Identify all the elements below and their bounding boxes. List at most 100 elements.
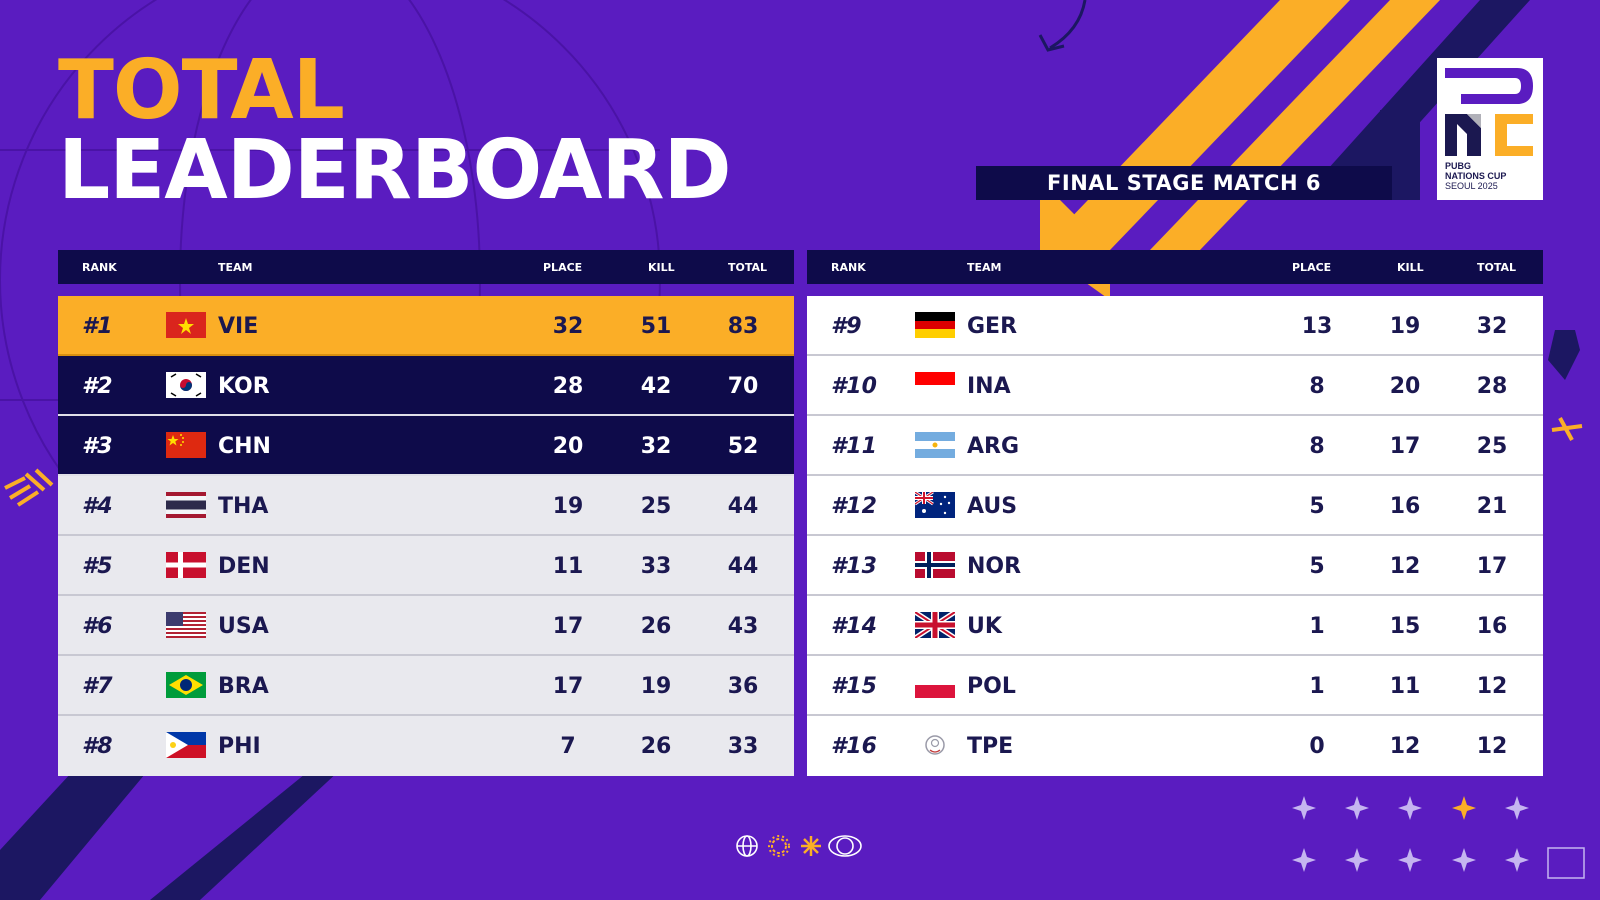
kill-cell: 26 bbox=[640, 734, 672, 759]
rank-cell: #4 bbox=[82, 494, 113, 519]
table-row: #15 POL 1 11 12 bbox=[807, 656, 1543, 716]
globe-icon bbox=[736, 835, 758, 857]
table-row: #11 ARG 8 17 25 bbox=[807, 416, 1543, 476]
orb-icon bbox=[828, 835, 862, 857]
table-rows-right: #9 GER 13 19 32 #10 INA 8 20 28 #11 ARG … bbox=[807, 296, 1543, 776]
kill-cell: 51 bbox=[640, 314, 672, 339]
rank-cell: #11 bbox=[831, 434, 877, 459]
usa-flag-icon bbox=[166, 612, 206, 638]
kill-cell: 12 bbox=[1389, 554, 1421, 579]
place-cell: 0 bbox=[1309, 734, 1325, 759]
table-header: RANK TEAM PLACE KILL TOTAL bbox=[807, 250, 1543, 284]
australia-flag-icon bbox=[915, 492, 955, 518]
table-header: RANK TEAM PLACE KILL TOTAL bbox=[58, 250, 794, 284]
logo-line3: SEOUL 2025 bbox=[1445, 181, 1498, 191]
place-cell: 13 bbox=[1301, 314, 1333, 339]
header-team: TEAM bbox=[218, 261, 253, 274]
kill-cell: 17 bbox=[1389, 434, 1421, 459]
kill-cell: 12 bbox=[1389, 734, 1421, 759]
table-rows-left: #1 VIE 32 51 83 #2 KOR 28 42 70 #3 CHN 2… bbox=[58, 296, 794, 776]
kill-cell: 26 bbox=[640, 614, 672, 639]
table-row: #16 TPE 0 12 12 bbox=[807, 716, 1543, 776]
place-cell: 32 bbox=[552, 314, 584, 339]
table-row: #10 INA 8 20 28 bbox=[807, 356, 1543, 416]
philippines-flag-icon bbox=[166, 732, 206, 758]
team-cell: POL bbox=[967, 674, 1016, 699]
indonesia-flag-icon bbox=[915, 372, 955, 398]
total-cell: 70 bbox=[727, 374, 759, 399]
rank-cell: #5 bbox=[82, 554, 113, 579]
korea-flag-icon bbox=[166, 372, 206, 398]
kill-cell: 20 bbox=[1389, 374, 1421, 399]
total-cell: 17 bbox=[1476, 554, 1508, 579]
header-place: PLACE bbox=[1292, 261, 1332, 274]
team-cell: AUS bbox=[967, 494, 1018, 519]
header-place: PLACE bbox=[543, 261, 583, 274]
team-cell: KOR bbox=[218, 374, 270, 399]
norway-flag-icon bbox=[915, 552, 955, 578]
thailand-flag-icon bbox=[166, 492, 206, 518]
kill-cell: 15 bbox=[1389, 614, 1421, 639]
kill-cell: 19 bbox=[1389, 314, 1421, 339]
table-row: #2 KOR 28 42 70 bbox=[58, 356, 794, 416]
kill-cell: 42 bbox=[640, 374, 672, 399]
place-cell: 5 bbox=[1309, 554, 1325, 579]
total-cell: 36 bbox=[727, 674, 759, 699]
place-cell: 5 bbox=[1309, 494, 1325, 519]
uk-flag-icon bbox=[915, 612, 955, 638]
total-cell: 12 bbox=[1476, 734, 1508, 759]
rank-cell: #9 bbox=[831, 314, 862, 339]
table-row: #5 DEN 11 33 44 bbox=[58, 536, 794, 596]
kill-cell: 25 bbox=[640, 494, 672, 519]
total-cell: 83 bbox=[727, 314, 759, 339]
table-row: #12 AUS 5 16 21 bbox=[807, 476, 1543, 536]
team-cell: GER bbox=[967, 314, 1018, 339]
place-cell: 8 bbox=[1309, 434, 1325, 459]
team-cell: THA bbox=[218, 494, 269, 519]
table-row: #14 UK 1 15 16 bbox=[807, 596, 1543, 656]
rank-cell: #6 bbox=[82, 614, 113, 639]
germany-flag-icon bbox=[915, 312, 955, 338]
brazil-flag-icon bbox=[166, 672, 206, 698]
team-cell: NOR bbox=[967, 554, 1022, 579]
place-cell: 19 bbox=[552, 494, 584, 519]
team-cell: INA bbox=[967, 374, 1011, 399]
place-cell: 17 bbox=[552, 674, 584, 699]
place-cell: 17 bbox=[552, 614, 584, 639]
leaderboard-table-left: RANK TEAM PLACE KILL TOTAL #1 VIE 32 51 … bbox=[58, 250, 794, 776]
header-kill: KILL bbox=[648, 261, 675, 274]
header-total: TOTAL bbox=[1477, 261, 1517, 274]
total-cell: 32 bbox=[1476, 314, 1508, 339]
rank-cell: #3 bbox=[82, 434, 113, 459]
rank-cell: #2 bbox=[82, 374, 113, 399]
team-cell: TPE bbox=[967, 734, 1014, 759]
place-cell: 1 bbox=[1309, 614, 1325, 639]
team-cell: USA bbox=[218, 614, 269, 639]
logo-line2: NATIONS CUP bbox=[1445, 171, 1507, 181]
rank-cell: #15 bbox=[831, 674, 877, 699]
spark-icon bbox=[801, 836, 821, 856]
total-cell: 12 bbox=[1476, 674, 1508, 699]
table-row: #1 VIE 32 51 83 bbox=[58, 296, 794, 356]
header-team: TEAM bbox=[967, 261, 1002, 274]
chinese-taipei-flag-icon bbox=[925, 735, 945, 755]
total-cell: 21 bbox=[1476, 494, 1508, 519]
table-row: #9 GER 13 19 32 bbox=[807, 296, 1543, 356]
leaderboard-table-right: RANK TEAM PLACE KILL TOTAL #9 GER 13 19 … bbox=[807, 250, 1543, 776]
place-cell: 11 bbox=[552, 554, 584, 579]
rank-cell: #7 bbox=[82, 674, 113, 699]
team-cell: DEN bbox=[218, 554, 270, 579]
total-cell: 25 bbox=[1476, 434, 1508, 459]
footer-icons bbox=[736, 835, 862, 857]
rank-cell: #14 bbox=[831, 614, 877, 639]
table-row: #7 BRA 17 19 36 bbox=[58, 656, 794, 716]
total-cell: 16 bbox=[1476, 614, 1508, 639]
vietnam-flag-icon bbox=[166, 312, 206, 338]
team-cell: ARG bbox=[967, 434, 1020, 459]
total-cell: 28 bbox=[1476, 374, 1508, 399]
kill-cell: 11 bbox=[1389, 674, 1421, 699]
kill-cell: 33 bbox=[640, 554, 672, 579]
poland-flag-icon bbox=[915, 672, 955, 698]
kill-cell: 16 bbox=[1389, 494, 1421, 519]
china-flag-icon bbox=[166, 432, 206, 458]
